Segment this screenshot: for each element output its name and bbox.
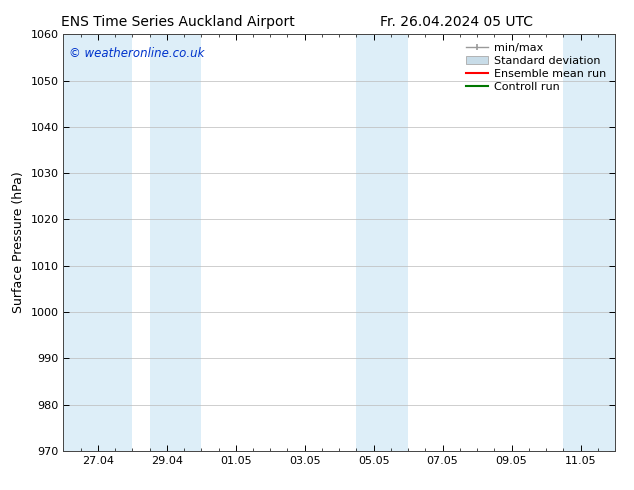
- Text: Fr. 26.04.2024 05 UTC: Fr. 26.04.2024 05 UTC: [380, 15, 533, 29]
- Bar: [150, 34, 202, 451]
- Bar: [356, 34, 408, 451]
- Y-axis label: Surface Pressure (hPa): Surface Pressure (hPa): [12, 172, 25, 314]
- Bar: [563, 34, 615, 451]
- Legend: min/max, Standard deviation, Ensemble mean run, Controll run: min/max, Standard deviation, Ensemble me…: [463, 40, 609, 95]
- Text: ENS Time Series Auckland Airport: ENS Time Series Auckland Airport: [61, 15, 294, 29]
- Bar: [63, 34, 133, 451]
- Text: © weatheronline.co.uk: © weatheronline.co.uk: [69, 47, 204, 60]
